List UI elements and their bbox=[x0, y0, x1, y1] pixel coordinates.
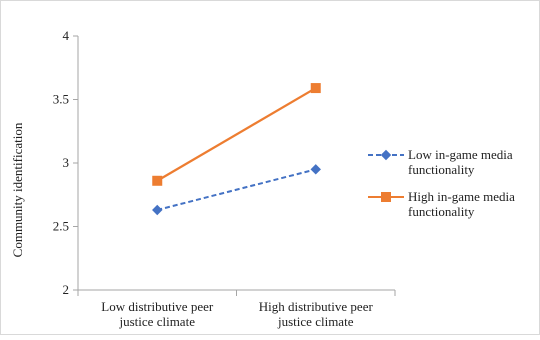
legend-label: High in-game media functionality bbox=[408, 189, 515, 219]
data-point bbox=[152, 204, 163, 216]
legend: Low in-game media functionality High in-ga… bbox=[368, 147, 515, 219]
data-point bbox=[310, 164, 321, 175]
y-axis-label: Community identification bbox=[10, 122, 25, 257]
axes bbox=[73, 35, 396, 296]
y-tick-label: 2.5 bbox=[53, 219, 69, 234]
series-0 bbox=[152, 164, 321, 216]
series-1 bbox=[152, 83, 321, 186]
legend-item: Low in-game media functionality bbox=[368, 147, 513, 177]
series-line bbox=[156, 87, 317, 182]
data-point bbox=[152, 175, 163, 186]
legend-swatch-marker bbox=[380, 149, 392, 161]
legend-swatch-marker bbox=[381, 192, 391, 202]
legend-item: High in-game media functionality bbox=[368, 189, 515, 219]
x-category-label: High distributive peer justice climate bbox=[259, 299, 374, 329]
x-category-labels: Low distributive peer justice climate High… bbox=[101, 299, 373, 329]
legend-label: Low in-game media functionality bbox=[408, 147, 513, 177]
y-tick-labels: 2 2.5 3 3.5 4 bbox=[53, 28, 70, 297]
y-tick-label: 3 bbox=[63, 155, 70, 170]
y-tick-label: 2 bbox=[63, 282, 70, 297]
data-point bbox=[310, 83, 321, 94]
y-tick-label: 3.5 bbox=[53, 92, 69, 107]
x-category-label: Low distributive peer justice climate bbox=[101, 299, 214, 329]
series-layer bbox=[152, 83, 321, 216]
series-line bbox=[157, 168, 316, 211]
y-tick-label: 4 bbox=[63, 28, 70, 43]
